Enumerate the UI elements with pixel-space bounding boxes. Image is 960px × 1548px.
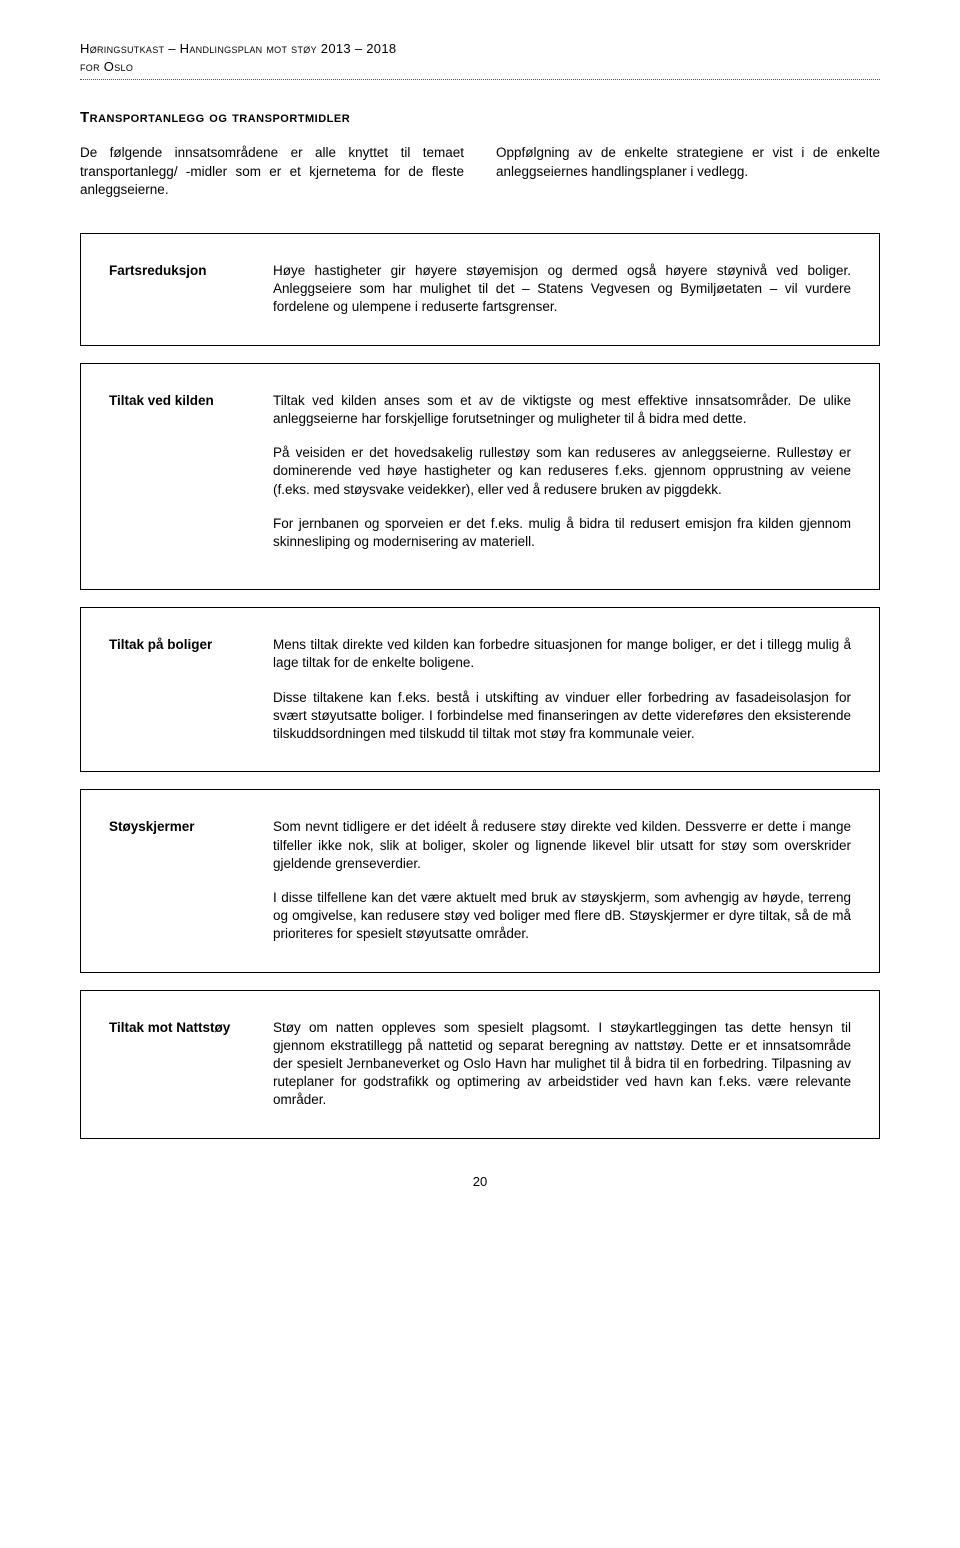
content-block: Tiltak på boliger Mens tiltak direkte ved…: [80, 607, 880, 772]
block-paragraph: Mens tiltak direkte ved kilden kan forbe…: [273, 636, 851, 672]
block-paragraph: For jernbanen og sporveien er det f.eks.…: [273, 515, 851, 551]
intro-right: Oppfølgning av de enkelte strategiene er…: [496, 144, 880, 180]
block-paragraph: Tiltak ved kilden anses som et av de vik…: [273, 392, 851, 428]
block-label: Tiltak mot Nattstøy: [109, 1019, 249, 1110]
block-paragraph: I disse tilfellene kan det være aktuelt …: [273, 889, 851, 944]
content-block: Fartsreduksjon Høye hastigheter gir høyer…: [80, 233, 880, 346]
block-body: Mens tiltak direkte ved kilden kan forbe…: [273, 636, 851, 743]
block-paragraph: Støy om natten oppleves som spesielt pla…: [273, 1019, 851, 1110]
block-paragraph: Disse tiltakene kan f.eks. bestå i utski…: [273, 689, 851, 744]
intro-columns: De følgende innsatsområdene er alle knyt…: [80, 144, 880, 199]
block-paragraph: Som nevnt tidligere er det idéelt å redu…: [273, 818, 851, 873]
doc-header-line2: for Oslo: [80, 58, 880, 76]
intro-left: De følgende innsatsområdene er alle knyt…: [80, 144, 464, 199]
section-title: Transportanlegg og transportmidler: [80, 108, 880, 128]
content-block: Tiltak ved kilden Tiltak ved kilden anses…: [80, 363, 880, 591]
block-label: Tiltak på boliger: [109, 636, 249, 743]
block-body: Tiltak ved kilden anses som et av de vik…: [273, 392, 851, 552]
block-body: Som nevnt tidligere er det idéelt å redu…: [273, 818, 851, 943]
block-label: Tiltak ved kilden: [109, 392, 249, 552]
header-divider: [80, 79, 880, 80]
block-paragraph: Høye hastigheter gir høyere støyemisjon …: [273, 262, 851, 317]
block-body: Støy om natten oppleves som spesielt pla…: [273, 1019, 851, 1110]
block-label: Støyskjermer: [109, 818, 249, 943]
content-block: Tiltak mot Nattstøy Støy om natten opplev…: [80, 990, 880, 1139]
block-body: Høye hastigheter gir høyere støyemisjon …: [273, 262, 851, 317]
content-block: Støyskjermer Som nevnt tidligere er det i…: [80, 789, 880, 972]
block-paragraph: På veisiden er det hovedsakelig rullestø…: [273, 444, 851, 499]
page-number: 20: [80, 1173, 880, 1191]
doc-header-line1: Høringsutkast – Handlingsplan mot støy 2…: [80, 40, 880, 58]
block-label: Fartsreduksjon: [109, 262, 249, 317]
